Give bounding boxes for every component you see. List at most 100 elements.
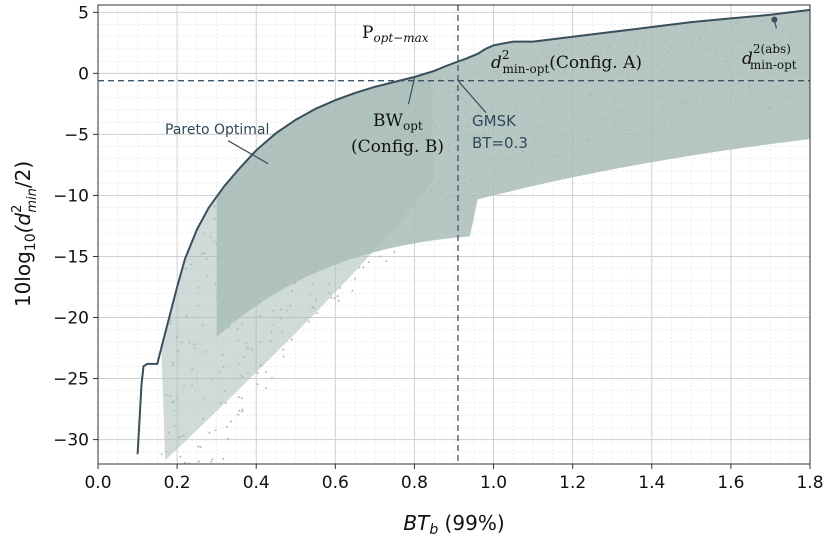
scatter-point xyxy=(270,331,273,334)
scatter-point xyxy=(240,269,243,272)
scatter-point xyxy=(321,156,324,159)
scatter-point xyxy=(253,214,256,216)
scatter-point xyxy=(542,92,545,95)
scatter-point xyxy=(431,72,434,75)
d2-min-opt-label: d2 min-opt(Config. A) xyxy=(491,48,642,76)
scatter-point xyxy=(337,299,340,302)
scatter-point xyxy=(519,110,522,113)
scatter-point xyxy=(256,190,259,193)
scatter-point xyxy=(235,290,238,293)
scatter-point xyxy=(794,103,797,106)
scatter-point xyxy=(226,425,228,428)
scatter-point xyxy=(290,338,293,341)
scatter-point xyxy=(387,241,390,244)
scatter-point xyxy=(493,173,496,176)
scatter-point xyxy=(642,51,645,54)
scatter-point xyxy=(716,48,719,51)
scatter-point xyxy=(786,87,789,90)
scatter-point xyxy=(352,133,354,136)
scatter-point xyxy=(482,127,485,130)
scatter-point xyxy=(608,44,611,47)
scatter-point xyxy=(565,47,568,50)
scatter-point xyxy=(190,263,193,266)
scatter-point xyxy=(470,202,473,205)
scatter-point xyxy=(549,63,552,66)
scatter-point xyxy=(247,161,249,164)
scatter-point xyxy=(465,101,468,104)
scatter-point xyxy=(670,60,673,63)
scatter-point xyxy=(783,94,786,97)
scatter-point xyxy=(736,51,739,53)
scatter-point xyxy=(438,215,441,218)
scatter-point xyxy=(653,57,656,60)
scatter-point xyxy=(769,107,772,109)
scatter-point xyxy=(529,84,532,87)
scatter-point xyxy=(674,90,677,93)
scatter-point xyxy=(775,98,778,101)
scatter-point xyxy=(219,212,222,215)
scatter-point xyxy=(440,193,442,196)
scatter-point xyxy=(328,282,331,285)
scatter-point xyxy=(788,26,791,29)
scatter-point xyxy=(269,145,272,148)
scatter-point xyxy=(249,222,252,225)
scatter-point xyxy=(199,446,202,448)
scatter-point xyxy=(568,65,571,68)
scatter-point xyxy=(609,54,612,57)
scatter-point xyxy=(453,176,456,179)
scatter-point xyxy=(279,286,282,289)
scatter-point xyxy=(560,67,563,70)
scatter-point xyxy=(235,237,238,240)
scatter-point xyxy=(644,55,647,58)
scatter-point xyxy=(581,45,584,48)
scatter-point xyxy=(791,18,794,21)
scatter-point xyxy=(666,30,669,33)
scatter-point xyxy=(777,68,780,71)
scatter-point xyxy=(245,346,248,348)
x-tick-labels: 0.0 0.2 0.4 0.6 0.8 1.0 1.2 1.4 1.6 1.8 xyxy=(84,473,823,493)
scatter-point xyxy=(451,141,454,144)
scatter-point xyxy=(681,65,683,68)
scatter-point xyxy=(661,69,664,72)
scatter-point xyxy=(348,217,351,220)
scatter-point xyxy=(650,64,653,66)
scatter-point xyxy=(169,395,171,397)
scatter-point xyxy=(545,56,548,59)
scatter-point xyxy=(696,85,699,87)
scatter-point xyxy=(519,57,522,60)
scatter-point xyxy=(524,80,527,83)
scatter-point xyxy=(630,108,633,111)
scatter-point xyxy=(402,199,405,202)
scatter-point xyxy=(479,65,481,68)
scatter-point xyxy=(605,101,608,104)
scatter-point xyxy=(336,189,339,192)
scatter-point xyxy=(522,87,525,89)
scatter-point xyxy=(674,24,677,27)
scatter-point xyxy=(438,180,441,183)
scatter-point xyxy=(332,112,334,115)
scatter-point xyxy=(278,171,280,174)
scatter-point xyxy=(274,144,277,147)
scatter-point xyxy=(617,92,620,95)
scatter-point xyxy=(492,128,495,131)
scatter-point xyxy=(172,361,175,364)
scatter-point xyxy=(339,286,341,289)
scatter-point xyxy=(755,17,758,20)
scatter-point xyxy=(691,124,694,127)
scatter-point xyxy=(718,100,720,103)
scatter-point xyxy=(699,24,702,27)
scatter-point xyxy=(584,103,587,106)
scatter-point xyxy=(316,224,319,227)
scatter-point xyxy=(312,306,315,309)
scatter-point xyxy=(538,146,541,149)
scatter-point xyxy=(596,51,599,54)
scatter-point xyxy=(781,57,784,60)
scatter-point xyxy=(396,173,399,175)
scatter-point xyxy=(405,237,408,240)
scatter-point xyxy=(760,53,763,56)
scatter-point xyxy=(647,113,650,115)
scatter-point xyxy=(648,40,651,43)
scatter-point xyxy=(521,117,524,120)
scatter-point xyxy=(707,48,710,51)
